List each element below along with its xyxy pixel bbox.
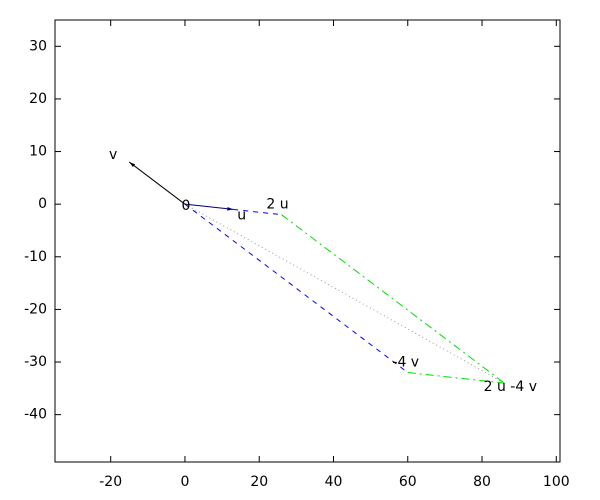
point-label: 2 u [266, 197, 288, 213]
point-label: 0 [182, 198, 191, 214]
y-tick-label: 20 [29, 91, 47, 107]
y-tick-label: 30 [29, 38, 47, 54]
vector-line [184, 203, 505, 384]
vector-line [281, 214, 505, 384]
x-tick-label: 60 [399, 474, 417, 490]
y-tick-label: -10 [24, 249, 47, 265]
vector-line [184, 203, 409, 373]
y-tick-label: -40 [24, 407, 47, 423]
y-tick-label: -20 [24, 301, 47, 317]
point-label: u [237, 207, 246, 223]
plot-frame [54, 19, 561, 463]
point-label: 2 u -4 v [484, 379, 537, 395]
point-label: -4 v [392, 355, 419, 371]
vector-arrow [184, 203, 234, 211]
x-tick-label: 80 [473, 474, 491, 490]
y-tick-label: 10 [29, 144, 47, 160]
x-tick-label: -20 [99, 474, 122, 490]
vector-line [407, 372, 505, 384]
x-tick-label: 40 [325, 474, 343, 490]
y-tick-label: 0 [38, 196, 47, 212]
x-tick-label: 0 [181, 474, 190, 490]
x-tick-label: 20 [250, 474, 268, 490]
x-tick-label: 100 [543, 474, 570, 490]
vector-line [233, 208, 282, 216]
y-tick-label: -30 [24, 354, 47, 370]
vector-arrow [128, 161, 186, 205]
point-label: v [109, 147, 117, 163]
